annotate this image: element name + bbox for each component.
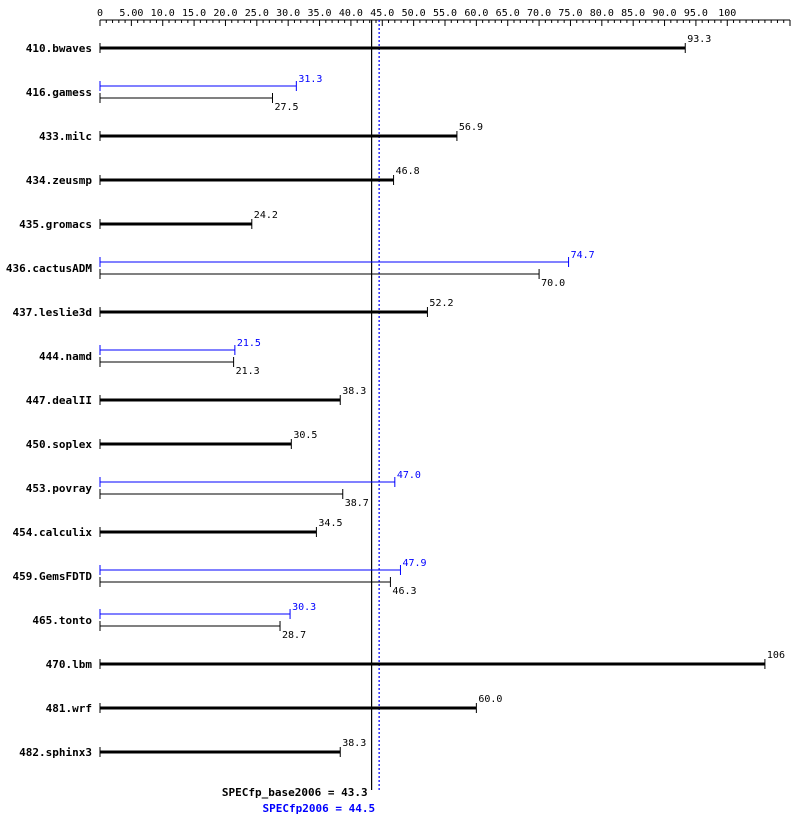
benchmark-label: 465.tonto — [32, 614, 92, 627]
benchmark-label: 435.gromacs — [19, 218, 92, 231]
x-tick-label: 85.0 — [621, 8, 645, 19]
peak-value: 31.3 — [298, 74, 322, 85]
benchmark-label: 481.wrf — [46, 702, 92, 715]
benchmark-label: 434.zeusmp — [26, 174, 93, 187]
base-value: 93.3 — [687, 34, 711, 45]
benchmark-label: 436.cactusADM — [6, 262, 92, 275]
summary-label: SPECfp_base2006 = 43.3 — [222, 786, 368, 799]
benchmark-label: 410.bwaves — [26, 42, 92, 55]
base-value: 24.2 — [254, 210, 278, 221]
x-tick-label: 90.0 — [652, 8, 676, 19]
peak-value: 30.3 — [292, 602, 316, 613]
peak-value: 47.0 — [397, 470, 421, 481]
benchmark-label: 433.milc — [39, 130, 92, 143]
base-value: 46.3 — [392, 586, 416, 597]
x-tick-label: 30.0 — [276, 8, 300, 19]
base-value: 27.5 — [275, 102, 299, 113]
benchmark-label: 416.gamess — [26, 86, 92, 99]
peak-value: 47.9 — [402, 558, 426, 569]
x-tick-label: 100 — [718, 8, 736, 19]
x-tick-label: 50.0 — [402, 8, 426, 19]
peak-value: 21.5 — [237, 338, 261, 349]
base-value: 38.7 — [345, 498, 369, 509]
benchmark-label: 482.sphinx3 — [19, 746, 92, 759]
x-tick-label: 10.0 — [151, 8, 175, 19]
base-value: 38.3 — [342, 738, 366, 749]
x-tick-label: 80.0 — [590, 8, 614, 19]
peak-value: 74.7 — [571, 250, 595, 261]
x-tick-label: 25.0 — [245, 8, 269, 19]
base-value: 46.8 — [396, 166, 420, 177]
x-tick-label: 55.0 — [433, 8, 457, 19]
base-value: 70.0 — [541, 278, 565, 289]
benchmark-label: 470.lbm — [46, 658, 93, 671]
x-tick-label: 45.0 — [370, 8, 394, 19]
x-tick-label: 35.0 — [307, 8, 331, 19]
x-tick-label: 5.00 — [119, 8, 143, 19]
x-tick-label: 40.0 — [339, 8, 363, 19]
x-tick-label: 0 — [97, 8, 103, 19]
base-value: 30.5 — [293, 430, 317, 441]
base-value: 34.5 — [318, 518, 342, 529]
base-value: 106 — [767, 650, 785, 661]
base-value: 38.3 — [342, 386, 366, 397]
summary-label: SPECfp2006 = 44.5 — [263, 802, 376, 815]
x-tick-label: 65.0 — [496, 8, 520, 19]
x-tick-label: 15.0 — [182, 8, 206, 19]
base-value: 21.3 — [236, 366, 260, 377]
base-value: 60.0 — [478, 694, 502, 705]
base-value: 56.9 — [459, 122, 483, 133]
benchmark-label: 444.namd — [39, 350, 92, 363]
benchmark-label: 450.soplex — [26, 438, 93, 451]
benchmark-label: 454.calculix — [13, 526, 93, 539]
benchmark-label: 447.dealII — [26, 394, 92, 407]
benchmark-label: 437.leslie3d — [13, 306, 92, 319]
base-value: 28.7 — [282, 630, 306, 641]
x-tick-label: 75.0 — [558, 8, 582, 19]
base-value: 52.2 — [429, 298, 453, 309]
x-tick-label: 70.0 — [527, 8, 551, 19]
spec-benchmark-chart: 0 5.00 10.0 15.0 20.0 25.0 30.0 35.0 40.0 45.0 50.… — [0, 0, 799, 831]
x-tick-label: 20.0 — [213, 8, 237, 19]
benchmark-label: 453.povray — [26, 482, 93, 495]
x-tick-label: 60.0 — [464, 8, 488, 19]
x-tick-label: 95.0 — [684, 8, 708, 19]
benchmark-label: 459.GemsFDTD — [13, 570, 93, 583]
